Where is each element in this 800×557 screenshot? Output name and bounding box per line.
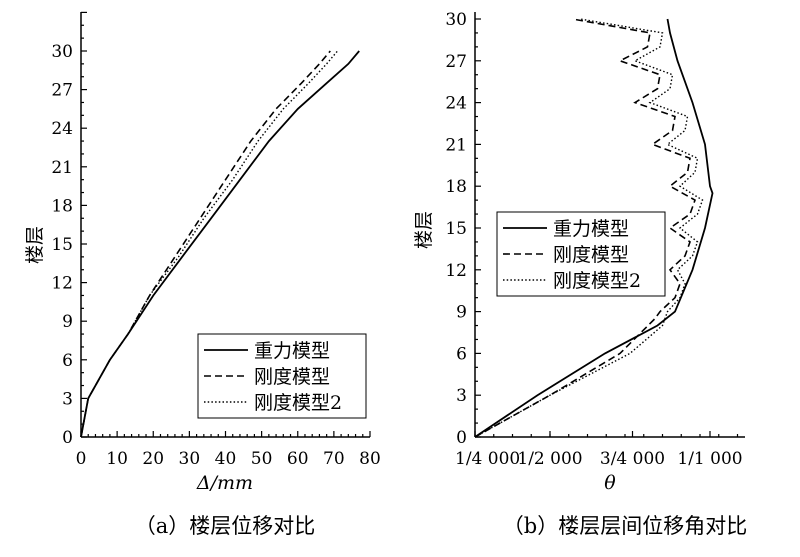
x-axis-title: θ bbox=[604, 472, 616, 494]
x-tick-label: 30 bbox=[179, 449, 201, 469]
chart-caption: （a）楼层位移对比 bbox=[135, 514, 316, 538]
y-tick-label: 18 bbox=[51, 196, 73, 216]
y-tick-label: 12 bbox=[445, 261, 467, 281]
y-axis-title: 楼层 bbox=[24, 226, 46, 264]
x-tick-label: 60 bbox=[287, 449, 309, 469]
y-tick-label: 0 bbox=[456, 428, 467, 448]
x-tick-label: 40 bbox=[215, 449, 237, 469]
chart-panel-a: 0 3 6 9 12 15 18 21 24 27 30 0 10 20 30 40 50 60 70 80 Δ/mm 楼… bbox=[24, 11, 381, 538]
legend-label: 重力模型 bbox=[254, 340, 330, 362]
series-line-dotted bbox=[80, 50, 339, 438]
y-tick-label: 24 bbox=[51, 119, 73, 139]
y-tick-label: 6 bbox=[456, 344, 467, 364]
x-tick-label: 10 bbox=[106, 449, 128, 469]
x-tick-label: 50 bbox=[251, 449, 273, 469]
legend-label: 刚度模型2 bbox=[553, 270, 641, 292]
x-tick-label: 1/4 000 bbox=[455, 449, 520, 469]
x-tick-label: 1/2 000 bbox=[517, 449, 582, 469]
y-tick-label: 15 bbox=[445, 219, 467, 239]
x-tick-label: 80 bbox=[359, 449, 381, 469]
x-axis-title: Δ/mm bbox=[196, 472, 253, 494]
y-tick-label: 30 bbox=[445, 10, 467, 30]
y-tick-label: 21 bbox=[445, 135, 467, 155]
x-tick-label: 20 bbox=[142, 449, 164, 469]
x-tick-label: 70 bbox=[323, 449, 345, 469]
y-axis-title: 楼层 bbox=[413, 211, 435, 249]
legend-label: 刚度模型 bbox=[254, 366, 330, 388]
legend-label: 重力模型 bbox=[553, 218, 629, 240]
x-tick-label: 1/1 000 bbox=[677, 449, 742, 469]
chart-caption: （b）楼层层间位移角对比 bbox=[503, 514, 747, 538]
series-line-dashed bbox=[474, 18, 696, 438]
y-tick-label: 21 bbox=[51, 158, 73, 178]
y-tick-label: 27 bbox=[51, 81, 73, 101]
y-tick-label: 6 bbox=[62, 351, 73, 371]
y-tick-label: 27 bbox=[445, 52, 467, 72]
y-tick-label: 30 bbox=[51, 42, 73, 62]
y-tick-label: 15 bbox=[51, 235, 73, 255]
legend-label: 刚度模型2 bbox=[254, 392, 342, 414]
y-tick-label: 9 bbox=[456, 303, 467, 323]
series-line-solid bbox=[474, 18, 714, 438]
x-tick-label: 0 bbox=[76, 449, 87, 469]
x-tick-label: 3/4 000 bbox=[600, 449, 665, 469]
y-tick-label: 24 bbox=[445, 94, 467, 114]
series-line-dotted bbox=[474, 18, 704, 438]
y-tick-label: 18 bbox=[445, 177, 467, 197]
legend-label: 刚度模型 bbox=[553, 244, 629, 266]
y-tick-label: 3 bbox=[456, 386, 467, 406]
y-tick-label: 9 bbox=[62, 312, 73, 332]
y-tick-label: 12 bbox=[51, 274, 73, 294]
series-line-dashed bbox=[80, 50, 331, 438]
y-tick-label: 3 bbox=[62, 389, 73, 409]
y-tick-label: 0 bbox=[62, 428, 73, 448]
